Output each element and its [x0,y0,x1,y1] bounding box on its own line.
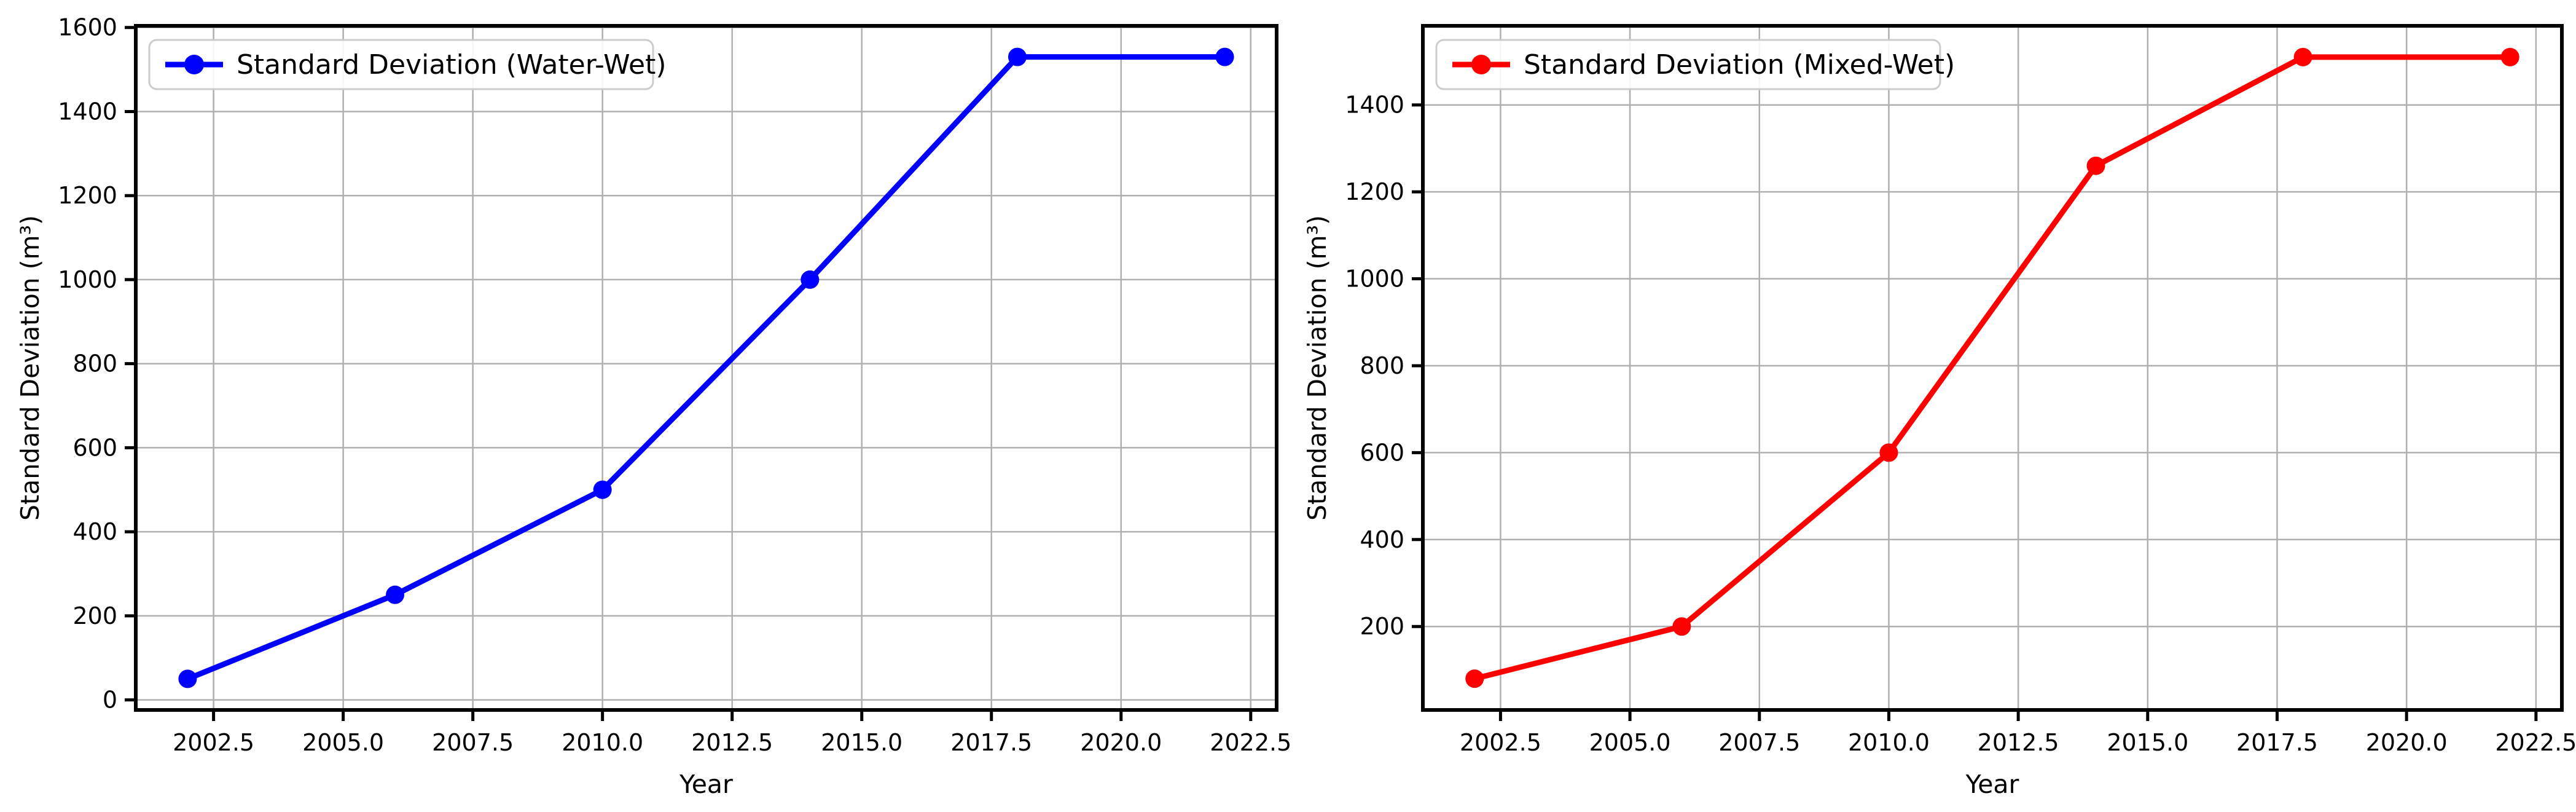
x-tick-label: 2012.5 [691,729,773,756]
y-tick-label: 200 [1360,613,1404,640]
legend-label: Standard Deviation (Mixed-Wet) [1524,49,1955,81]
y-tick-label: 1200 [58,182,117,209]
y-tick-label: 800 [1360,352,1404,379]
y-tick-label: 1400 [58,98,117,125]
x-tick-label: 2020.0 [2366,729,2448,756]
data-point [1672,617,1691,636]
legend-marker-sample [1471,55,1491,74]
x-tick-label: 2017.5 [2236,729,2318,756]
x-tick-label: 2007.5 [1718,729,1800,756]
data-point [801,270,820,289]
y-tick-label: 0 [103,687,117,714]
legend-marker-sample [184,55,204,74]
x-tick-label: 2022.5 [2495,729,2576,756]
axes-border [1421,24,2564,712]
x-tick-label: 2005.0 [1589,729,1671,756]
data-point [2293,47,2312,66]
x-tick-label: 2010.0 [1848,729,1930,756]
y-tick-label: 1000 [1345,266,1404,293]
data-point [1465,669,1484,688]
axes-border [134,24,1278,712]
data-point [2086,156,2105,175]
x-tick-label: 2010.0 [562,729,643,756]
data-point [178,669,197,688]
mixed-wet-chart: 2002.5 2005.0 2007.5 2010.0 2012.5 2015.0 2017… [1302,24,2576,799]
y-tick-label: 1000 [58,266,117,293]
data-point [1879,443,1898,462]
x-tick-label: 2022.5 [1210,729,1291,756]
x-tick-label: 2007.5 [432,729,514,756]
x-tick-label: 2012.5 [1978,729,2059,756]
x-tick-label: 2002.5 [173,729,254,756]
data-point [593,480,612,499]
plot-area [1423,26,2562,710]
x-tick-label: 2015.0 [821,729,902,756]
y-tick-label: 1400 [1345,92,1404,119]
y-tick-label: 400 [72,518,117,545]
plot-area [136,26,1277,710]
data-point [1215,47,1234,66]
x-tick-label: 2017.5 [950,729,1032,756]
y-tick-label: 1200 [1345,178,1404,205]
y-tick-label: 400 [1360,526,1404,553]
y-axis-label: Standard Deviation (m³) [15,215,45,521]
x-axis-label: Year [1965,770,2019,799]
data-line [1471,54,2513,682]
y-tick-label: 200 [72,602,117,629]
y-tick-label: 600 [72,434,117,461]
legend-box [1435,39,1941,90]
legend: Standard Deviation (Mixed-Wet) [1435,39,1955,90]
y-axis-label: Standard Deviation (m³) [1302,215,1332,521]
x-tick-label: 2002.5 [1460,729,1541,756]
data-line [184,54,1228,682]
data-point [386,585,405,604]
legend-box [148,39,654,90]
y-tick-label: 1600 [58,14,117,41]
data-point [2500,47,2519,66]
x-axis-label: Year [679,770,733,799]
x-tick-label: 2020.0 [1080,729,1162,756]
y-tick-label: 800 [72,350,117,377]
water-wet-chart: 2002.5 2005.0 2007.5 2010.0 2012.5 2015.0 2017… [15,14,1291,799]
data-point [1008,47,1027,66]
legend-label: Standard Deviation (Water-Wet) [237,49,667,81]
legend: Standard Deviation (Water-Wet) [148,39,667,90]
x-tick-label: 2015.0 [2107,729,2188,756]
y-tick-label: 600 [1360,439,1404,466]
x-tick-label: 2005.0 [302,729,384,756]
